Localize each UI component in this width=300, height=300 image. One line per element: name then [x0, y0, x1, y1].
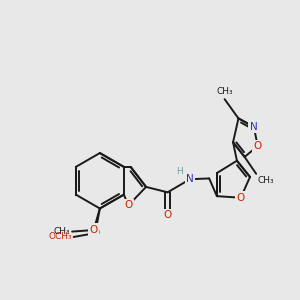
Text: CH₃: CH₃ [54, 227, 70, 236]
Text: O: O [164, 210, 172, 220]
Text: H: H [177, 167, 183, 176]
Text: O: O [124, 200, 133, 210]
Text: OCH₃: OCH₃ [49, 232, 72, 242]
Text: O: O [91, 228, 99, 238]
Text: N: N [186, 174, 194, 184]
Text: O: O [254, 141, 262, 151]
Text: O: O [237, 193, 245, 203]
Text: CH₃: CH₃ [216, 87, 233, 96]
Text: O: O [90, 225, 98, 235]
Text: N: N [250, 122, 258, 132]
Text: CH₃: CH₃ [258, 176, 274, 185]
